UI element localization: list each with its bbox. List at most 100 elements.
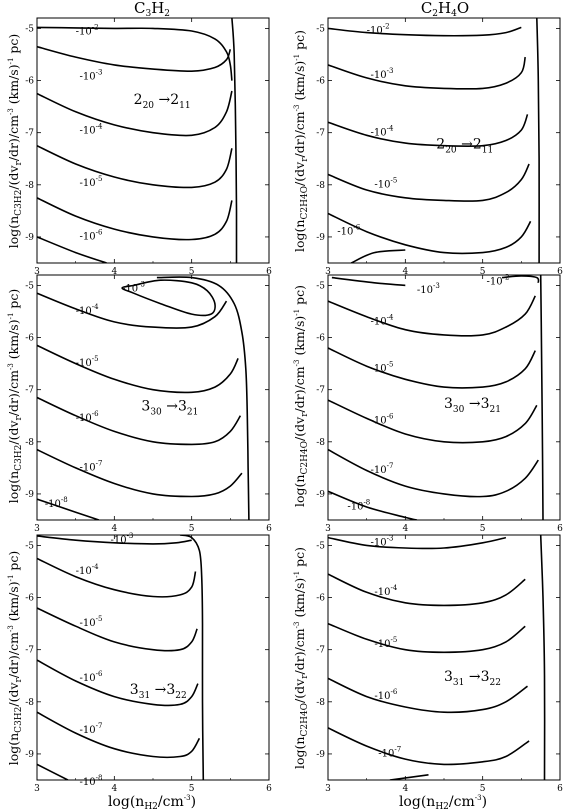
contour-lines	[328, 275, 544, 520]
contour-label: -10-5	[80, 175, 103, 189]
x-tick-label: 5	[189, 524, 195, 534]
contour-line	[328, 114, 529, 148]
y-axis-label: log(nC3H2/(dvr/dr)/cm-3 (km/s)-1 pc)	[6, 289, 24, 504]
contour-line	[37, 763, 69, 780]
contour-label: -10-4	[371, 124, 394, 138]
y-tick-label: -8	[25, 438, 34, 448]
contour-label: -10-7	[80, 459, 103, 473]
contour-line	[37, 45, 232, 73]
contour-label: -10-3	[371, 67, 394, 81]
y-tick-label: -8	[316, 181, 325, 191]
x-tick-label: 3	[34, 524, 40, 534]
contour-line	[328, 56, 526, 90]
contour-line	[37, 448, 243, 498]
contour-line	[328, 347, 537, 389]
x-tick-label: 3	[325, 267, 331, 277]
x-tick-label: 5	[189, 784, 195, 794]
transition-label: 331 →322	[130, 682, 187, 701]
contour-label: -10-5	[76, 355, 99, 369]
contour-lines	[328, 535, 546, 780]
contour-line	[328, 448, 539, 498]
contour-line	[37, 396, 242, 446]
contour-line	[37, 26, 233, 81]
x-tick-label: 3	[325, 784, 331, 794]
y-axis-label: log(nC2H4O/(dvr/dr)/cm-3 (km/s)-1 pc)	[292, 285, 310, 507]
contour-line	[328, 295, 537, 337]
contour-line	[37, 498, 100, 520]
y-tick-label: -9	[25, 233, 34, 243]
contour-label: -10-8	[347, 499, 370, 513]
contour-label: -10-3	[122, 281, 145, 295]
y-tick-label: -5	[316, 281, 325, 291]
x-tick-label: 5	[480, 267, 486, 277]
x-tick-label: 4	[402, 524, 408, 534]
y-tick-label: -7	[316, 646, 325, 656]
y-tick-label: -6	[25, 77, 34, 87]
x-tick-label: 3	[34, 784, 40, 794]
y-tick-label: -9	[316, 490, 325, 500]
contour-label: -10-3	[417, 282, 440, 296]
contour-line	[328, 399, 538, 444]
y-axis-label: log(nC3H2/(dvr/dr)/cm-3 (km/s)-1 pc)	[6, 34, 24, 249]
y-axis-label: log(nC2H4O/(dvr/dr)/cm-3 (km/s)-1 pc)	[292, 547, 310, 769]
contour-line	[179, 535, 205, 780]
contour-line	[231, 18, 238, 263]
contour-line	[328, 622, 526, 654]
transition-label: 330 →321	[444, 396, 501, 415]
contour-line	[37, 236, 107, 263]
contour-line	[328, 573, 526, 607]
contour-label: -10-6	[80, 229, 103, 243]
x-tick-label: 3	[34, 267, 40, 277]
x-tick-label: 6	[266, 267, 272, 277]
contour-label: -10-4	[371, 314, 394, 328]
y-tick-label: -9	[25, 490, 34, 500]
contour-label: -10-5	[374, 176, 397, 190]
y-tick-label: -9	[316, 750, 325, 760]
y-axis-label: log(nC2H4O/(dvr/dr)/cm-3 (km/s)-1 pc)	[292, 30, 310, 252]
contour-line	[328, 727, 530, 766]
contour-label: -10-6	[76, 410, 99, 424]
y-tick-label: -7	[316, 129, 325, 139]
contour-label: -10-3	[80, 69, 103, 83]
x-tick-label: 4	[402, 267, 408, 277]
contour-label: -10-8	[80, 774, 103, 788]
panel-0-1: 3 4 5 6 -5 -6 -7 -8 -9 -10-2 -10-3 -10-4 -10-5 -10-6 2…	[316, 17, 563, 277]
contour-line	[37, 711, 201, 759]
contour-label: -10-4	[80, 123, 103, 137]
panel-0-0: 3 4 5 6 -5 -6 -7 -8 -9 -10-2 -10-3 -10-4 -10-5 -10-6 2…	[25, 17, 272, 277]
x-tick-label: 6	[557, 784, 563, 794]
y-tick-label: -9	[25, 750, 34, 760]
y-tick-label: -5	[25, 281, 34, 291]
contour-label: -10-5	[371, 360, 394, 374]
contour-label: -10-4	[76, 563, 99, 577]
x-tick-label: 3	[325, 524, 331, 534]
contour-line	[328, 212, 532, 255]
x-tick-label: 5	[189, 267, 195, 277]
y-axis-label: log(nC3H2/(dvr/dr)/cm-3 (km/s)-1 pc)	[6, 551, 24, 766]
contour-line	[37, 607, 198, 652]
x-tick-label: 5	[480, 784, 486, 794]
x-tick-label: 4	[111, 784, 117, 794]
x-tick-label: 6	[266, 784, 272, 794]
transition-label: 330 →321	[141, 399, 198, 418]
y-tick-label: -5	[25, 541, 34, 551]
y-tick-label: -5	[316, 24, 325, 34]
contour-line	[328, 163, 530, 202]
contour-label: -10-5	[80, 615, 103, 629]
transition-label: 220 →211	[134, 92, 191, 111]
y-tick-label: -7	[25, 646, 34, 656]
contour-line	[539, 535, 546, 780]
y-tick-label: -7	[316, 386, 325, 396]
contour-lines	[328, 18, 540, 263]
panel-2-1: 3 4 5 6 -5 -6 -7 -8 -9 -10-3 -10-4 -10-5 -10-6 -10-7 3…	[316, 534, 563, 794]
contour-line	[501, 275, 540, 283]
contour-line	[328, 677, 528, 714]
x-tick-label: 6	[266, 524, 272, 534]
contour-line	[121, 279, 216, 317]
panel-1-1: 3 4 5 6 -5 -6 -7 -8 -9 -10-2 -10-3 -10-4 -10-5 -10-6 -…	[316, 273, 563, 534]
contour-line	[350, 249, 406, 263]
y-tick-label: -6	[316, 77, 325, 87]
transition-label: 220 →211	[436, 136, 493, 155]
contour-line	[37, 90, 233, 137]
